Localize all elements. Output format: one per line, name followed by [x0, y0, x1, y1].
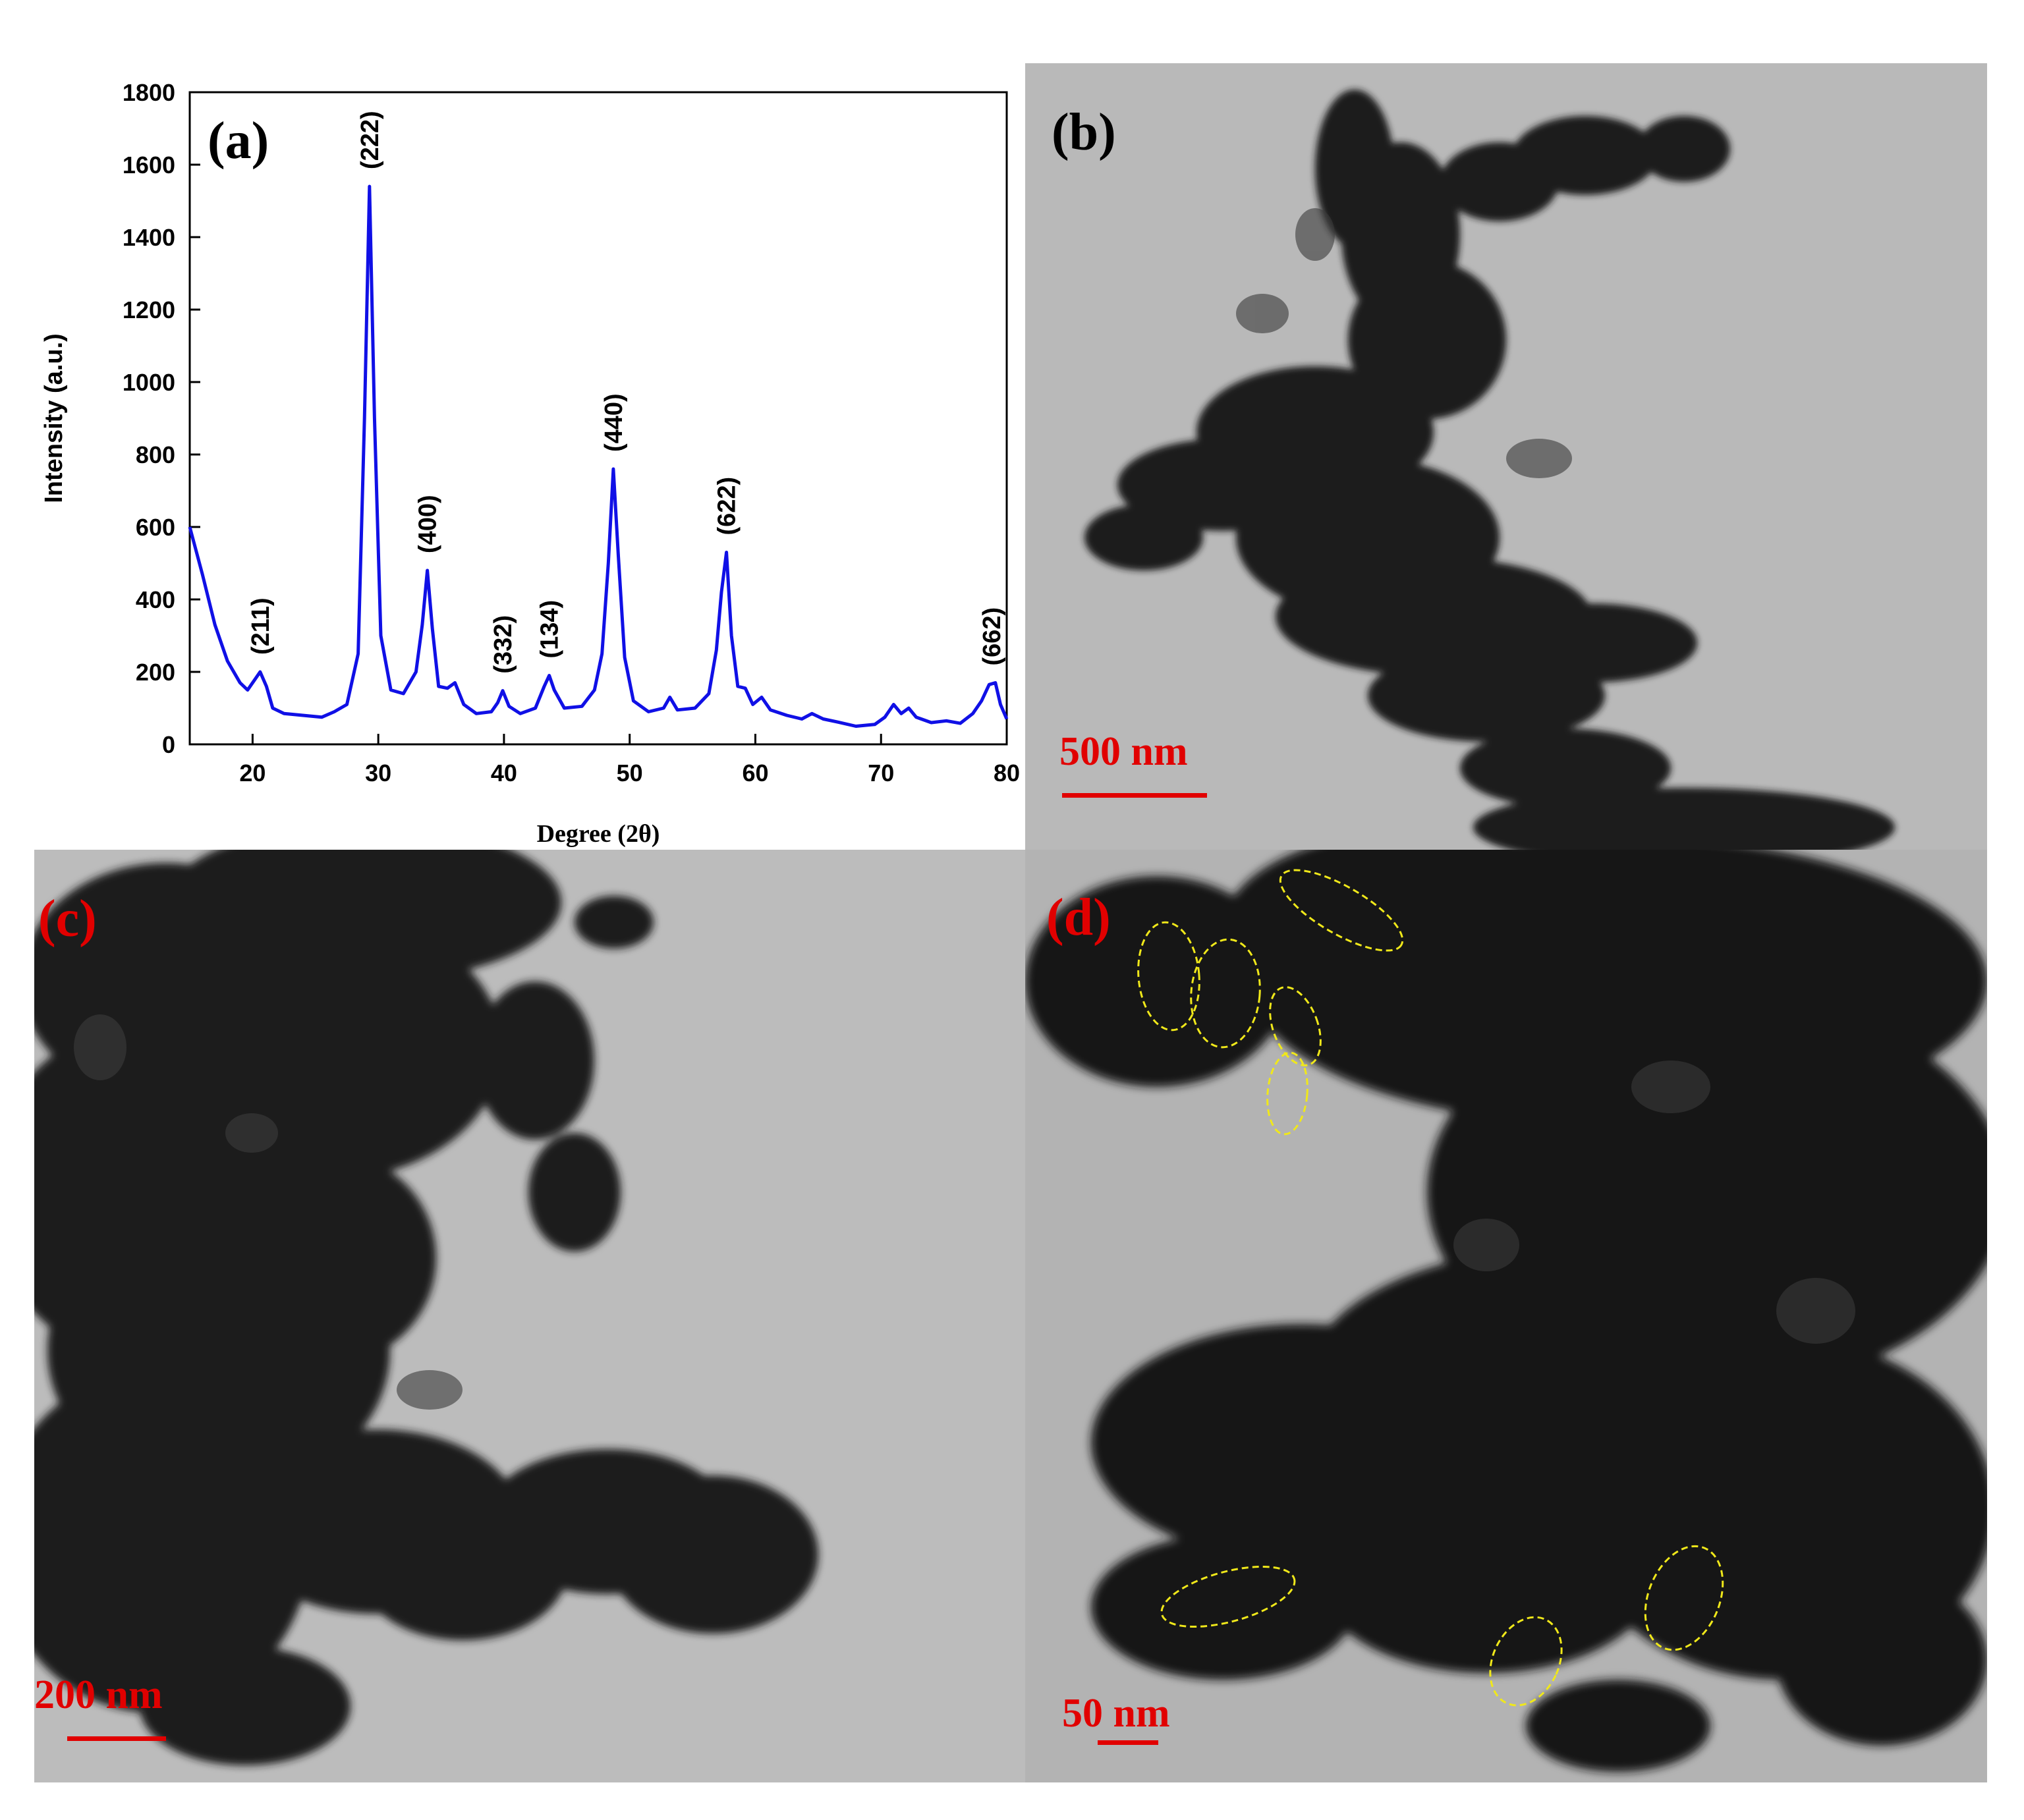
particle-cluster-c — [34, 850, 818, 1765]
scale-bar-b — [1062, 793, 1207, 798]
y-tick-label: 1000 — [123, 369, 175, 396]
y-tick-label: 200 — [136, 659, 175, 686]
peak-label: (622) — [714, 477, 741, 536]
particle-cluster-b — [1084, 90, 1895, 850]
particle-outline — [1269, 986, 1322, 1066]
panel-a-xrd: 20 30 40 50 60 70 80 0 200 400 600 800 1000 1200 1400 1… — [0, 0, 1025, 850]
y-tick-label: 1200 — [123, 296, 175, 323]
x-tick-label: 20 — [239, 759, 266, 786]
panel-c-tem: (c) 200 nm — [34, 850, 1025, 1782]
scale-bar-c — [67, 1736, 166, 1741]
panel-d-letter: (d) — [1046, 889, 1111, 947]
peak-label: (662) — [978, 607, 1006, 666]
peak-label: (400) — [414, 495, 442, 553]
panel-d-tem: (d) 50 nm — [1025, 850, 1987, 1782]
scale-bar-label-b: 500 nm — [1059, 729, 1188, 774]
particle-outline — [1190, 938, 1261, 1049]
x-axis-label: Degree (2θ) — [537, 820, 660, 848]
tem-image-d — [1025, 850, 1987, 1772]
scale-bar-label-d: 50 nm — [1062, 1691, 1170, 1736]
y-tick-label: 1800 — [123, 79, 175, 106]
x-tick-label: 40 — [491, 759, 517, 786]
panel-b-letter: (b) — [1052, 103, 1116, 161]
y-tick-label: 800 — [136, 441, 175, 468]
x-tick-label: 30 — [365, 759, 391, 786]
y-tick-label: 1400 — [123, 224, 175, 251]
plot-frame — [188, 91, 1008, 746]
scale-bar-label-c: 200 nm — [34, 1672, 163, 1717]
panel-c-letter: (c) — [38, 890, 97, 948]
particle-outline — [1160, 1565, 1296, 1628]
peak-label: (222) — [356, 111, 384, 169]
particle-outline — [1644, 1545, 1724, 1651]
xrd-series-line — [188, 184, 1009, 728]
y-tick-label: 0 — [162, 731, 175, 758]
y-tick-label: 400 — [136, 586, 175, 613]
x-tick-label: 60 — [742, 759, 768, 786]
tem-image-b — [1084, 90, 1895, 850]
peak-label: (134) — [536, 600, 564, 659]
y-tick-label: 600 — [136, 514, 175, 541]
x-tick-label: 50 — [617, 759, 643, 786]
peak-label: (332) — [490, 615, 517, 674]
xrd-chart: 20 30 40 50 60 70 8002004006008001000120014001… — [40, 79, 1020, 848]
particle-outline — [1279, 869, 1404, 952]
y-axis-label: Intensity (a.u.) — [40, 333, 68, 503]
x-tick-label: 80 — [994, 759, 1020, 786]
peak-label: (211) — [247, 597, 275, 655]
particle-outline — [1266, 1051, 1308, 1136]
particle-outline — [1137, 921, 1200, 1032]
x-tick-label: 70 — [868, 759, 894, 786]
panel-b-tem: (b) 500 nm — [1025, 63, 1987, 850]
y-tick-label: 1600 — [123, 152, 175, 179]
tem-image-c — [34, 850, 818, 1765]
peak-label: (440) — [600, 393, 628, 452]
scale-bar-d — [1098, 1740, 1158, 1745]
panel-a-letter: (a) — [208, 112, 269, 170]
